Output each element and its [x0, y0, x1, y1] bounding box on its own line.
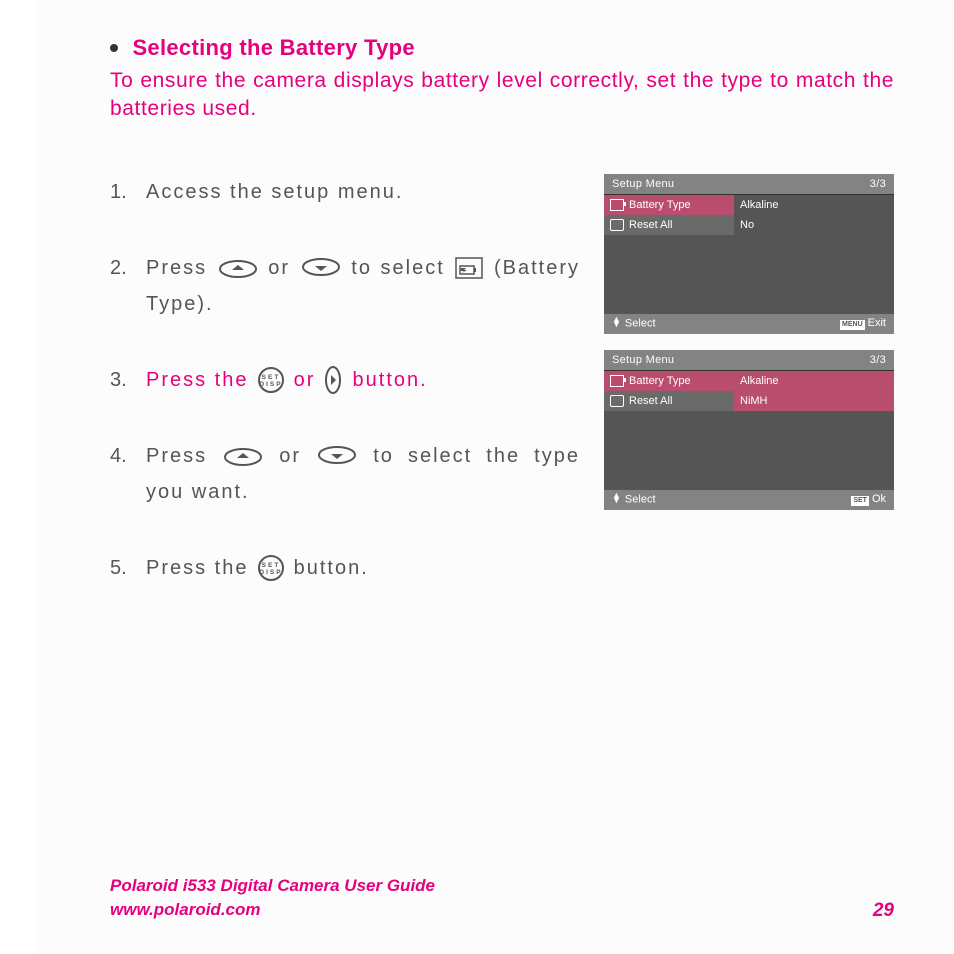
menu-value: No [734, 215, 894, 235]
content-row: Access the setup menu. Press or to select… [110, 174, 894, 626]
menu-label: Reset All [629, 395, 672, 407]
footer-title: Polaroid i533 Digital Camera User Guide [110, 874, 435, 898]
step-item: Press or to select the type you want. [110, 438, 580, 510]
manual-page: Selecting the Battery Type To ensure the… [0, 0, 954, 954]
battery-type-icon [455, 257, 483, 279]
menu-value: Alkaline [734, 195, 894, 215]
nav-down-icon [301, 258, 341, 278]
screens-column: Setup Menu 3/3 Battery Type Reset All Alkali… [604, 174, 894, 626]
bullet-icon [110, 44, 118, 52]
heading-text: Selecting the Battery Type [132, 35, 414, 60]
footer-select: Select [625, 318, 656, 330]
battery-icon [610, 199, 624, 211]
left-margin [0, 0, 35, 954]
step-text: button. [286, 557, 369, 579]
footer-btn-icon: MENU [840, 320, 865, 330]
step-item: Press or to select (Battery Type). [110, 250, 580, 322]
screen-header: Setup Menu 3/3 [604, 174, 894, 195]
menu-row: Reset All [604, 391, 734, 411]
reset-icon [610, 219, 624, 231]
step-text: button. [345, 369, 428, 391]
screen-footer: ▲▼ Select SETOk [604, 490, 894, 510]
footer-url: www.polaroid.com [110, 898, 435, 922]
nav-right-icon [325, 365, 343, 395]
step-text: Press the [146, 557, 256, 579]
screen-footer: ▲▼ Select MENUExit [604, 314, 894, 334]
nav-down-icon [317, 446, 357, 466]
updown-icon: ▲▼ [612, 317, 621, 326]
section-heading: Selecting the Battery Type [110, 35, 894, 61]
screen-page: 3/3 [870, 178, 886, 190]
set-disp-button-icon: SETDISP [258, 367, 284, 393]
svg-text:DISP: DISP [259, 381, 282, 388]
svg-text:SET: SET [262, 374, 281, 381]
step-text: Access the setup menu. [146, 181, 403, 203]
step-item: Press the SETDISP button. [110, 550, 580, 586]
footer-select: Select [625, 494, 656, 506]
nav-up-icon [223, 446, 263, 466]
svg-text:DISP: DISP [259, 569, 282, 576]
steps-list: Access the setup menu. Press or to select… [110, 174, 580, 586]
svg-text:SET: SET [262, 562, 281, 569]
intro-text: To ensure the camera displays battery le… [110, 67, 894, 124]
screen-title: Setup Menu [612, 354, 674, 366]
nav-up-icon [218, 258, 258, 278]
reset-icon [610, 395, 624, 407]
step-text: Press the [146, 369, 256, 391]
menu-label: Reset All [629, 219, 672, 231]
step-item: Access the setup menu. [110, 174, 580, 210]
battery-icon [610, 375, 624, 387]
camera-screen: Setup Menu 3/3 Battery Type Reset All Alkali… [604, 174, 894, 334]
step-text: Press [146, 445, 221, 467]
menu-row: Reset All [604, 215, 734, 235]
step-text: Press [146, 257, 216, 279]
footer-action: Exit [868, 317, 886, 329]
menu-row: Battery Type [604, 371, 734, 391]
set-disp-button-icon: SETDISP [258, 555, 284, 581]
menu-label: Battery Type [629, 375, 691, 387]
footer-btn-icon: SET [851, 496, 869, 506]
menu-label: Battery Type [629, 199, 691, 211]
menu-value: NiMH [734, 391, 894, 411]
screen-header: Setup Menu 3/3 [604, 350, 894, 371]
step-item: Press the SETDISP or button. [110, 362, 580, 398]
camera-screen: Setup Menu 3/3 Battery Type Reset All Alkali… [604, 350, 894, 510]
screen-page: 3/3 [870, 354, 886, 366]
screen-title: Setup Menu [612, 178, 674, 190]
updown-icon: ▲▼ [612, 493, 621, 502]
menu-row: Battery Type [604, 195, 734, 215]
page-number: 29 [873, 900, 894, 922]
page-footer: Polaroid i533 Digital Camera User Guide … [110, 874, 894, 922]
steps-column: Access the setup menu. Press or to select… [110, 174, 580, 626]
footer-action: Ok [872, 493, 886, 505]
menu-value: Alkaline [734, 371, 894, 391]
